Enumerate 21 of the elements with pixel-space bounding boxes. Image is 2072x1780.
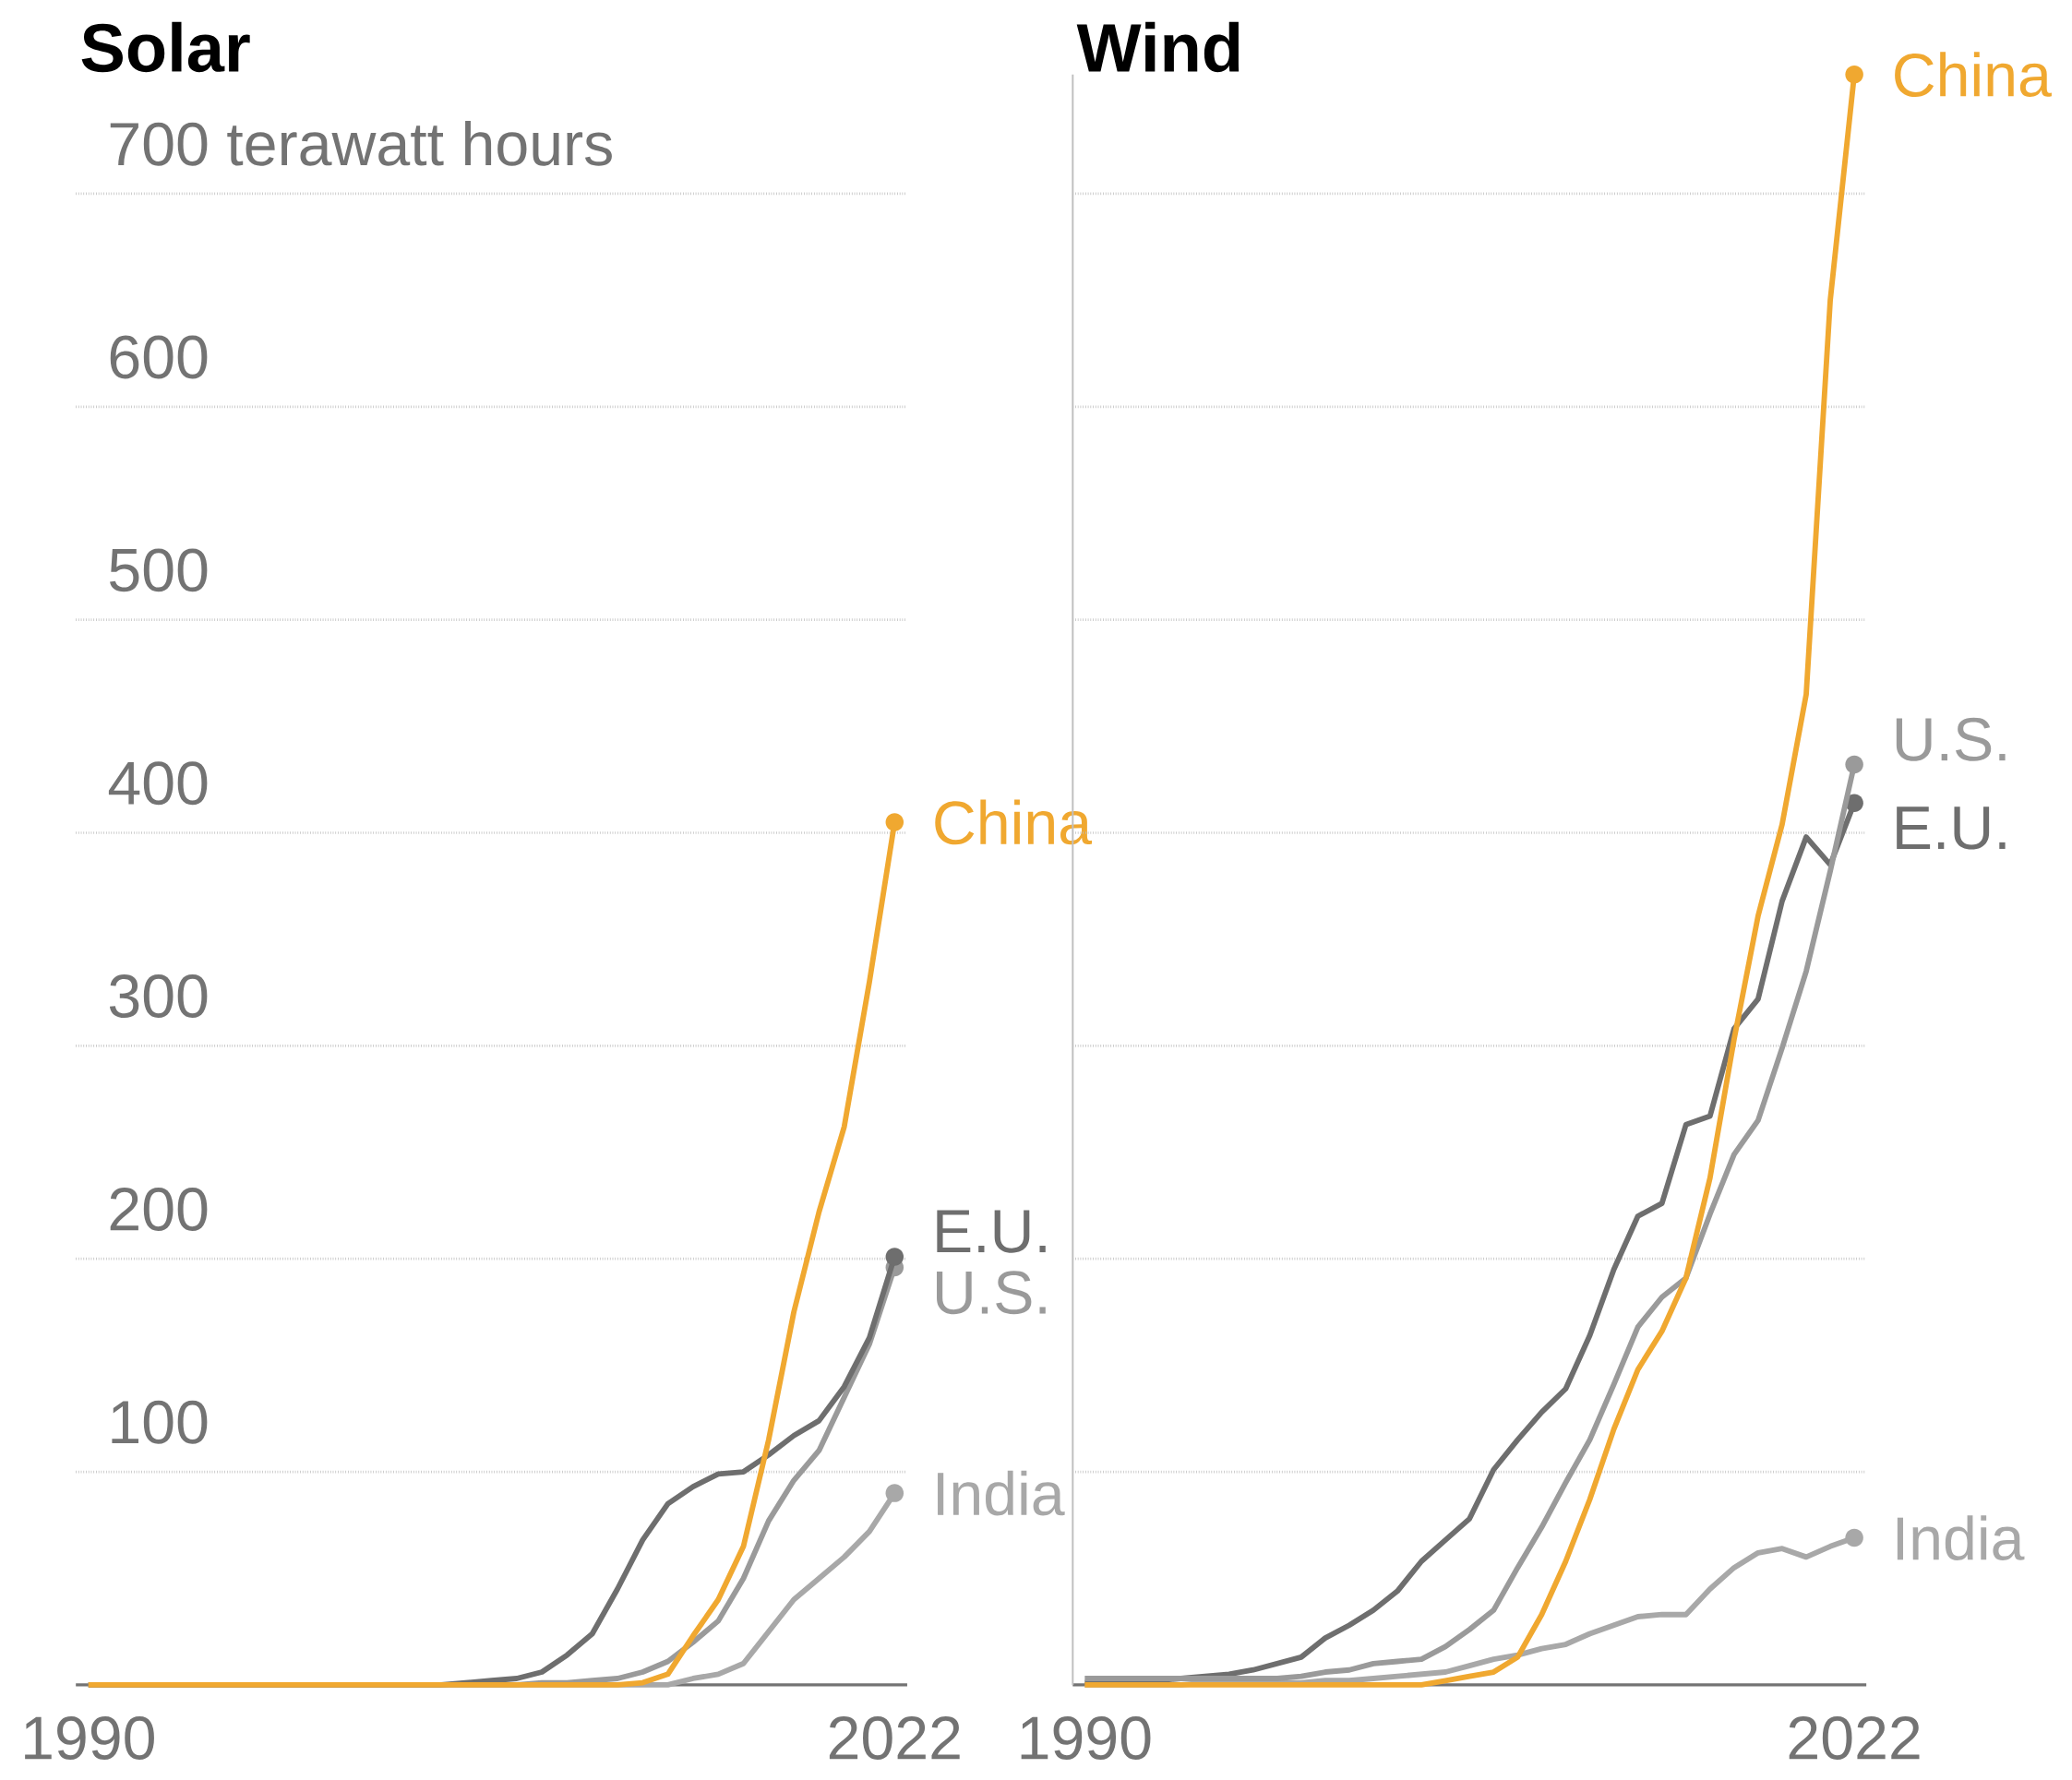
series-label: India — [1897, 1515, 2025, 1560]
chart-title: Wind — [1076, 21, 1240, 73]
y-tick-label: 700 terawatt hours — [110, 120, 612, 166]
series-label: U.S. — [937, 1271, 1046, 1315]
series-label: China — [935, 799, 1093, 845]
series-label: India — [938, 1470, 1065, 1516]
x-tick-label: 2022 — [829, 1716, 960, 1760]
x-tick-label: 2022 — [1789, 1716, 1920, 1760]
y-tick-label: 300 — [109, 974, 208, 1019]
y-tick-label: 100 — [112, 1400, 208, 1444]
y-tick-label: 500 — [110, 548, 208, 592]
x-tick-label: 1990 — [25, 1716, 154, 1760]
y-tick-label: 400 — [108, 761, 208, 806]
chart-title: Solar — [81, 21, 250, 73]
series-label: China — [1895, 52, 2052, 97]
series-label: E.U. — [937, 1210, 1046, 1253]
series-label: E.U. — [1897, 806, 2006, 850]
x-tick-label: 1990 — [1021, 1716, 1151, 1760]
series-label: U.S. — [1896, 717, 2006, 761]
y-tick-label: 600 — [110, 335, 208, 379]
y-tick-label: 200 — [110, 1187, 208, 1231]
